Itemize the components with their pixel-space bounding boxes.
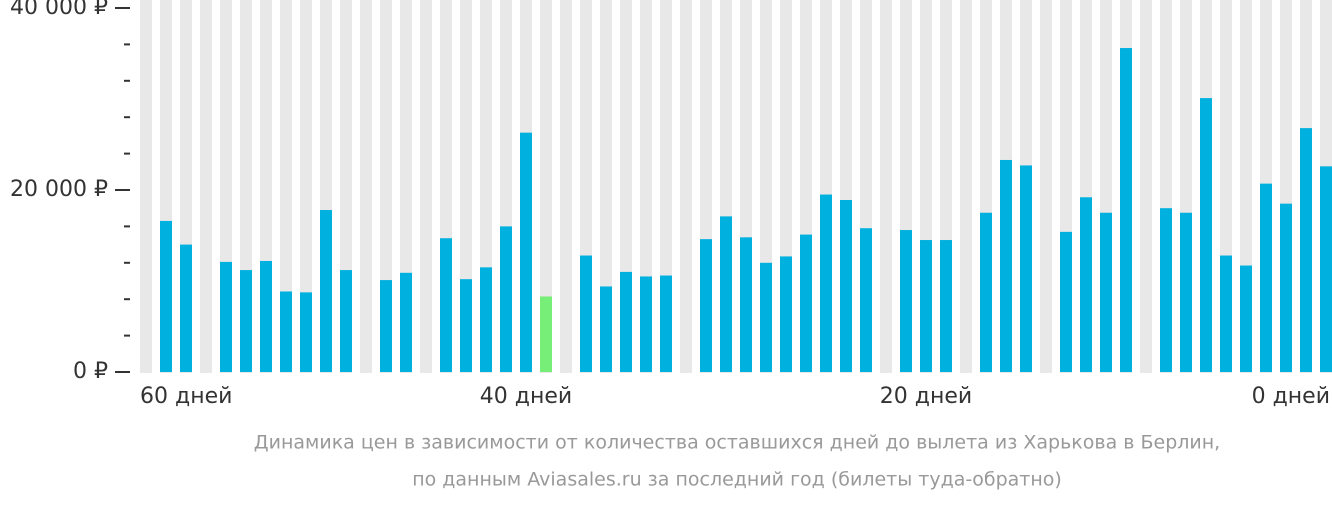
bar [840, 200, 852, 372]
bar [1220, 255, 1232, 372]
bar [540, 296, 552, 372]
bar [280, 291, 292, 372]
bar-background [1040, 0, 1052, 373]
bar [700, 239, 712, 372]
bar-background [360, 0, 372, 373]
bar-background [380, 0, 392, 373]
bar [520, 132, 532, 372]
bar [600, 286, 612, 372]
bar-background [540, 0, 552, 373]
bar [820, 194, 832, 372]
bar [1280, 203, 1292, 372]
bar [940, 240, 952, 372]
bar [920, 240, 932, 372]
x-tick-label: 0 дней [1252, 384, 1330, 409]
bar [760, 262, 772, 372]
bar [1000, 159, 1012, 372]
bar [240, 270, 252, 372]
bar [740, 237, 752, 372]
bar [260, 260, 272, 372]
bar [1240, 265, 1252, 372]
bar [1260, 183, 1272, 372]
bar [160, 220, 172, 372]
bar [400, 272, 412, 372]
bar [460, 279, 472, 372]
bar-background [140, 0, 152, 373]
bar [220, 261, 232, 372]
bar [800, 234, 812, 372]
bar-background [680, 0, 692, 373]
x-tick-label: 60 дней [140, 384, 232, 409]
bar [580, 255, 592, 372]
bar [620, 271, 632, 372]
y-tick-label: 0 ₽ [73, 359, 108, 384]
bar-background [880, 0, 892, 373]
bar [640, 276, 652, 372]
bar-background [600, 0, 612, 373]
bar [720, 216, 732, 372]
bar [500, 226, 512, 372]
bar [900, 230, 912, 372]
bar [1020, 165, 1032, 372]
bar [480, 267, 492, 372]
caption: Динамика цен в зависимости от количества… [254, 432, 1220, 454]
y-tick-label: 40 000 ₽ [10, 0, 108, 20]
bar [780, 256, 792, 372]
x-tick-label: 40 дней [480, 384, 572, 409]
bar-background [420, 0, 432, 373]
bar [320, 210, 332, 372]
bar [660, 275, 672, 372]
bar [1060, 231, 1072, 372]
bar [980, 212, 992, 372]
bar-background [300, 0, 312, 373]
bar [380, 280, 392, 372]
bar-background [1140, 0, 1152, 373]
bar [180, 244, 192, 372]
x-tick-label: 20 дней [880, 384, 972, 409]
bar-background [960, 0, 972, 373]
bar-background [280, 0, 292, 373]
bar [1120, 48, 1132, 372]
bar [1320, 166, 1332, 372]
bar-background [560, 0, 572, 373]
bar-background [200, 0, 212, 373]
bar [1300, 128, 1312, 372]
bar [1160, 208, 1172, 372]
bar [1100, 212, 1112, 372]
y-tick-label: 20 000 ₽ [10, 177, 108, 202]
bar [1080, 197, 1092, 372]
bar [860, 228, 872, 372]
bar [300, 292, 312, 372]
bar [1200, 98, 1212, 372]
bar [340, 270, 352, 372]
caption: по данным Aviasales.ru за последний год … [412, 469, 1062, 491]
bar [1180, 212, 1192, 372]
bar [440, 238, 452, 372]
